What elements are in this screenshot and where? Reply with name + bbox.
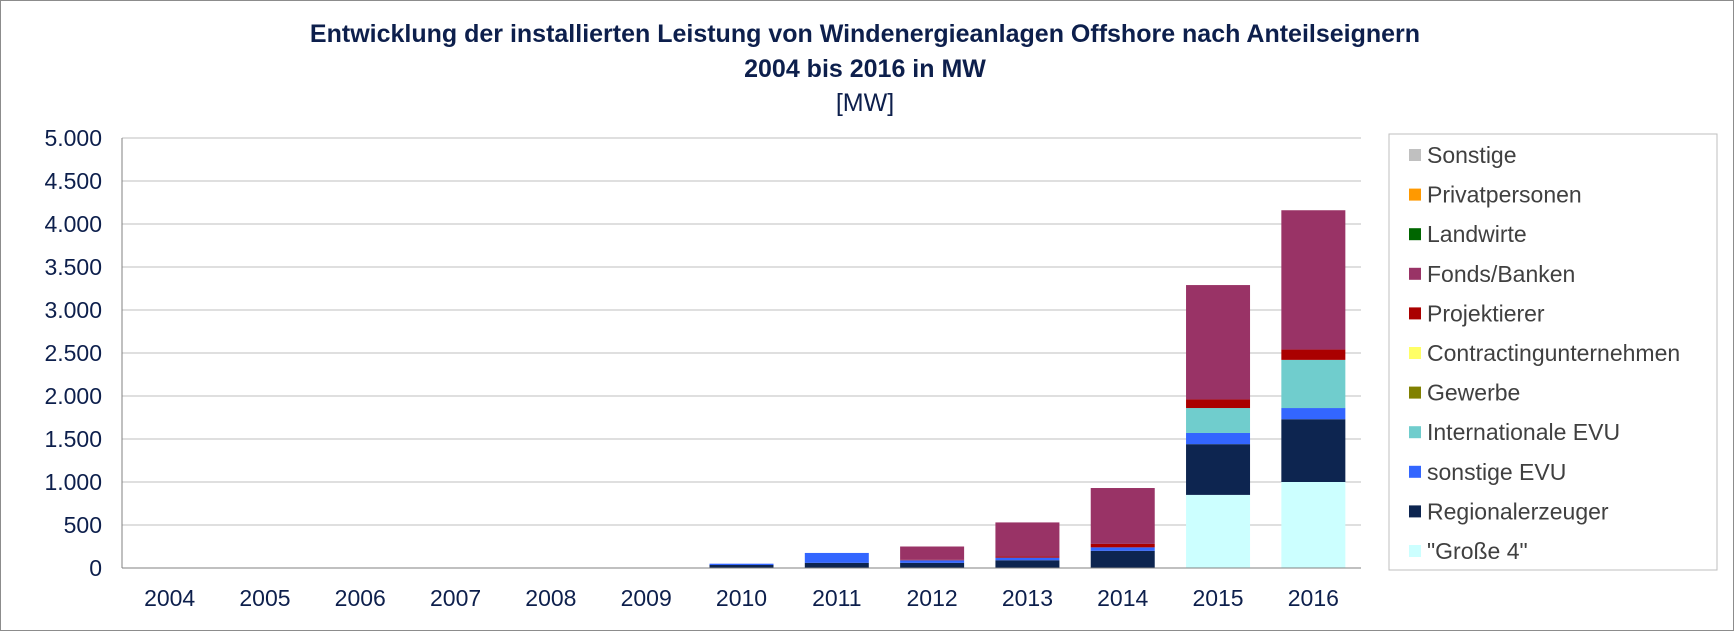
y-tick-label: 1.500: [44, 426, 102, 452]
bar-segment-2016-6: [1281, 349, 1346, 360]
bar-segment-2016-0: [1281, 482, 1346, 568]
legend-label: Gewerbe: [1427, 380, 1520, 406]
x-tick-label: 2015: [1192, 585, 1243, 611]
y-tick-label: 1.000: [44, 469, 102, 495]
legend-swatch: [1409, 465, 1421, 478]
bar-segment-2014-7: [1090, 488, 1155, 544]
legend-swatch: [1409, 386, 1421, 399]
legend-label: "Große 4": [1427, 538, 1528, 564]
bar-segment-2015-2: [1186, 432, 1251, 445]
legend-label: Contractingunternehmen: [1427, 340, 1680, 366]
bar-segment-2014-1: [1090, 550, 1155, 568]
x-tick-label: 2006: [335, 585, 386, 611]
bars: [709, 210, 1346, 568]
legend-swatch: [1409, 347, 1421, 359]
x-tick-label: 2013: [1002, 585, 1053, 611]
bar-segment-2010-1: [709, 564, 774, 568]
legend-swatch: [1409, 188, 1421, 201]
legend-label: Landwirte: [1427, 221, 1527, 247]
chart-title: Entwicklung der installierten Leistung v…: [310, 20, 1420, 48]
bar-segment-2013-1: [995, 560, 1060, 568]
bar-segment-2013-6: [995, 556, 1060, 558]
y-tick-label: 2.500: [44, 340, 102, 366]
bar-segment-2014-6: [1090, 543, 1155, 548]
x-tick-label: 2007: [430, 585, 481, 611]
y-tick-label: 0: [89, 555, 102, 581]
bar-segment-2014-2: [1090, 547, 1155, 551]
bar-segment-2015-1: [1186, 444, 1251, 495]
bar-segment-2012-2: [900, 560, 965, 563]
legend-label: Regionalerzeuger: [1427, 498, 1609, 524]
bar-segment-2015-7: [1186, 285, 1251, 400]
bar-segment-2016-3: [1281, 359, 1346, 409]
legend-swatch: [1409, 149, 1421, 161]
bar-segment-2016-7: [1281, 210, 1346, 350]
bar-segment-2011-2: [804, 552, 869, 563]
x-tick-label: 2004: [144, 585, 195, 611]
x-tick-label: 2009: [621, 585, 672, 611]
y-tick-label: 2.000: [44, 383, 102, 409]
x-axis-ticks: 2004 2005 2006 2007 2008 2009 2010 2011 2012 2013…: [144, 585, 1339, 611]
legend-label: Fonds/Banken: [1427, 261, 1575, 287]
legend-swatch: [1409, 228, 1421, 241]
legend-label: Internationale EVU: [1427, 419, 1620, 445]
y-tick-label: 5.000: [44, 125, 102, 151]
y-tick-label: 3.500: [44, 254, 102, 280]
bar-segment-2016-1: [1281, 419, 1346, 482]
legend-label: Sonstige: [1427, 142, 1517, 168]
x-tick-label: 2010: [716, 585, 767, 611]
bar-segment-2015-0: [1186, 494, 1251, 568]
bar-segment-2011-1: [804, 562, 869, 568]
gridlines: [122, 137, 1361, 526]
chart-unit: [MW]: [836, 89, 894, 117]
bar-segment-2010-2: [709, 563, 774, 565]
bar-segment-2013-2: [995, 557, 1060, 561]
legend-swatch: [1409, 505, 1421, 518]
legend-box: [1388, 133, 1718, 571]
x-tick-label: 2008: [525, 585, 576, 611]
chart-subtitle: 2004 bis 2016 in MW: [744, 55, 986, 83]
bar-segment-2015-3: [1186, 408, 1251, 433]
y-axis-ticks: 0 500 1.000 1.500 2.000 2.500 3.000 3.500 4.000 4…: [44, 125, 102, 581]
x-tick-label: 2016: [1288, 585, 1339, 611]
bar-segment-2015-6: [1186, 399, 1251, 409]
y-tick-label: 4.500: [44, 168, 102, 194]
legend-swatch: [1409, 545, 1421, 557]
legend-swatch: [1409, 267, 1421, 280]
x-tick-label: 2012: [907, 585, 958, 611]
x-tick-label: 2014: [1097, 585, 1148, 611]
bar-segment-2012-7: [900, 546, 965, 560]
x-tick-label: 2005: [239, 585, 290, 611]
legend-label: Privatpersonen: [1427, 182, 1582, 208]
y-tick-label: 4.000: [44, 211, 102, 237]
bar-segment-2012-1: [900, 562, 965, 568]
legend-label: sonstige EVU: [1427, 459, 1566, 485]
bar-segment-2016-2: [1281, 408, 1346, 420]
legend-swatch: [1409, 426, 1421, 439]
y-tick-label: 3.000: [44, 297, 102, 323]
y-tick-label: 500: [64, 512, 102, 538]
x-tick-label: 2011: [812, 585, 861, 611]
legend: Sonstige Privatpersonen Landwirte Fonds/Ban…: [1388, 133, 1718, 571]
bar-segment-2013-7: [995, 522, 1060, 557]
legend-swatch: [1409, 307, 1421, 320]
axes: [121, 138, 1361, 569]
legend-label: Projektierer: [1427, 300, 1545, 326]
